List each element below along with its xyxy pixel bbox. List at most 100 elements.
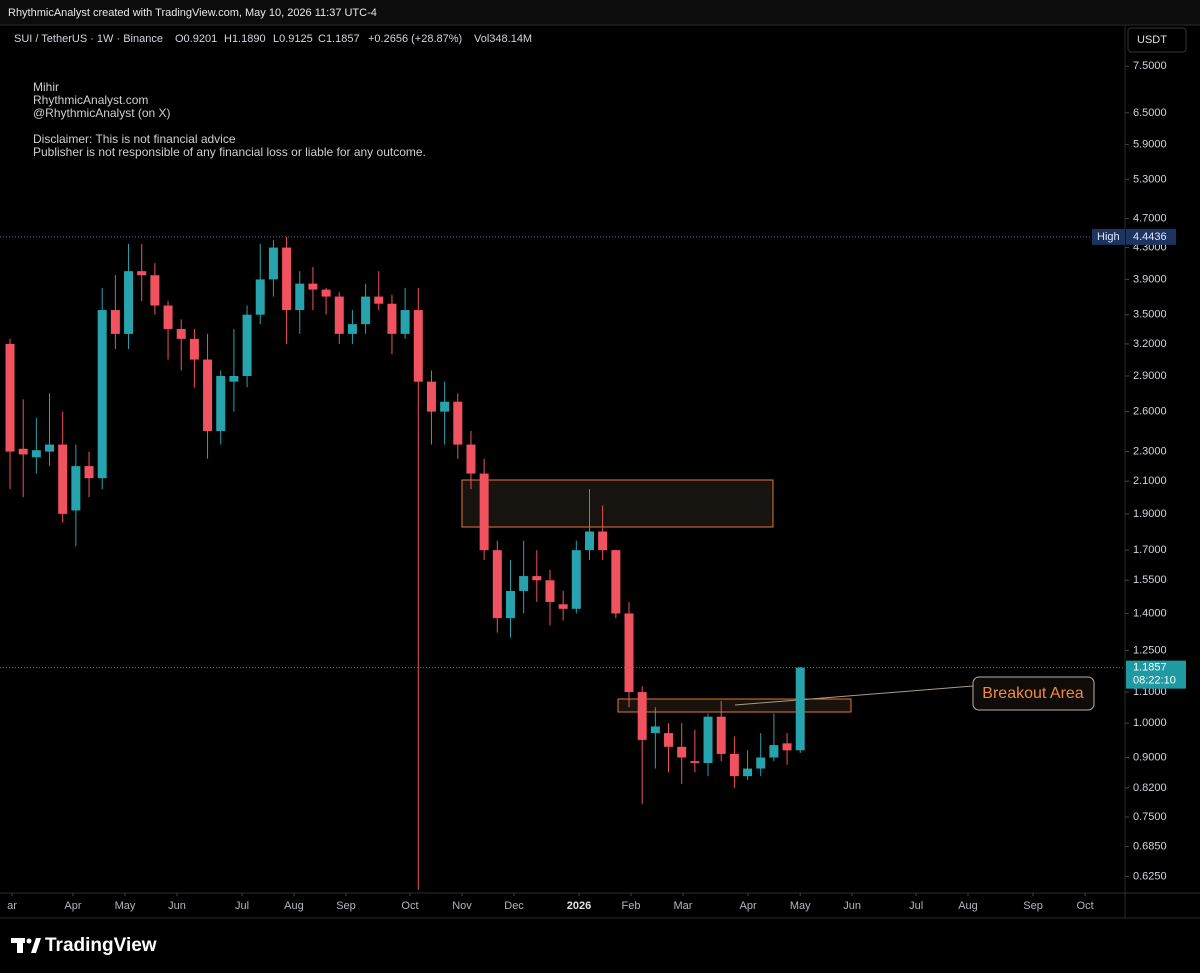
- candle-body: [426, 381, 436, 412]
- footer: [0, 919, 1200, 973]
- y-tick-label: 1.9000: [1133, 508, 1167, 520]
- y-tick-label: 1.2500: [1133, 644, 1167, 656]
- candle-body: [163, 305, 173, 329]
- y-tick-label: 2.9000: [1133, 370, 1167, 382]
- y-tick-label: 2.1000: [1133, 475, 1167, 487]
- candle-body: [308, 283, 318, 290]
- ohlc-high: H1.1890: [224, 33, 266, 45]
- candle-body: [31, 450, 41, 458]
- candle-body: [110, 310, 120, 334]
- high-value: 4.4436: [1133, 231, 1167, 243]
- ohlc-open: O0.9201: [175, 33, 217, 45]
- candle-body: [229, 376, 239, 382]
- candle-body: [519, 576, 529, 591]
- y-tick-label: 5.3000: [1133, 173, 1167, 185]
- x-tick-label: ar: [7, 900, 17, 912]
- candle-body: [624, 613, 634, 693]
- candle-body: [137, 271, 147, 276]
- watermark-line: Mihir: [33, 80, 59, 94]
- candle-body: [321, 289, 331, 297]
- supply-zone: [461, 479, 774, 528]
- y-tick-label: 0.7500: [1133, 811, 1167, 823]
- y-tick-label: 2.3000: [1133, 445, 1167, 457]
- y-tick-label: 4.7000: [1133, 212, 1167, 224]
- volume: Vol348.14M: [474, 33, 532, 45]
- candle-body: [598, 531, 608, 551]
- y-tick-label: 1.7000: [1133, 544, 1167, 556]
- candle-body: [242, 314, 252, 377]
- x-tick-label: Oct: [1077, 900, 1094, 912]
- y-tick-label: 6.5000: [1133, 107, 1167, 119]
- candle-body: [479, 473, 489, 551]
- candle-body: [189, 338, 199, 360]
- x-tick-label: Aug: [284, 900, 304, 912]
- candle-body: [558, 604, 568, 609]
- high-label: High: [1097, 231, 1120, 243]
- top-bar: [0, 0, 1200, 25]
- x-tick-label: Apr: [64, 900, 81, 912]
- candle-body: [58, 444, 68, 514]
- candle-body: [650, 726, 660, 734]
- brand: TradingView: [45, 935, 157, 956]
- brand-logo: [11, 938, 41, 953]
- logo-part: [17, 938, 23, 953]
- x-tick-label: Jul: [909, 900, 923, 912]
- x-tick-label: Jun: [168, 900, 186, 912]
- ohlc-close: C1.1857: [318, 33, 360, 45]
- candle-body: [782, 743, 792, 751]
- currency-box[interactable]: [1127, 27, 1187, 53]
- candle-body: [268, 247, 278, 280]
- candle-body: [176, 328, 186, 339]
- symbol: SUI / TetherUS · 1W · Binance: [14, 33, 163, 45]
- logo-part: [31, 938, 41, 953]
- plot: [5, 236, 805, 890]
- candle-body: [400, 310, 410, 334]
- candle-body: [71, 466, 81, 511]
- candle-body: [203, 359, 213, 431]
- x-tick-label: 2026: [567, 900, 591, 912]
- candle-body: [5, 343, 15, 452]
- watermark-line: @RhythmicAnalyst (on X): [33, 106, 171, 120]
- y-tick-label: 7.5000: [1133, 60, 1167, 72]
- candle-body: [729, 753, 739, 777]
- candle-body: [387, 303, 397, 334]
- currency[interactable]: USDT: [1137, 34, 1167, 46]
- callout-text: Breakout Area: [982, 685, 1084, 702]
- candle-body: [743, 768, 753, 777]
- y-tick-label: 1.4000: [1133, 607, 1167, 619]
- countdown: 08:22:10: [1133, 675, 1176, 687]
- candle-body: [124, 271, 134, 334]
- candle-body: [216, 376, 226, 431]
- candle-body: [440, 401, 450, 412]
- candle-body: [584, 531, 594, 551]
- candle-body: [703, 716, 713, 763]
- breakout-zone: [617, 698, 852, 713]
- watermark: MihirRhythmicAnalyst.com@RhythmicAnalyst…: [33, 80, 426, 159]
- candle-body: [769, 745, 779, 758]
- x-tick-label: Sep: [1023, 900, 1043, 912]
- x-tick-label: Jun: [843, 900, 861, 912]
- x-tick-label: Nov: [452, 900, 472, 912]
- candle-body: [374, 296, 384, 304]
- candle-body: [492, 550, 502, 619]
- y-tick-label: 1.5500: [1133, 574, 1167, 586]
- candle-body: [413, 310, 423, 382]
- candle-body: [84, 466, 94, 479]
- candle-body: [571, 550, 581, 609]
- y-tick-label: 0.6850: [1133, 840, 1167, 852]
- last-price: 1.1857: [1133, 662, 1167, 674]
- x-tick-label: Apr: [740, 900, 757, 912]
- watermark-line: RhythmicAnalyst.com: [33, 93, 148, 107]
- candle-body: [45, 444, 55, 452]
- candle-body: [611, 550, 621, 614]
- logo-part: [26, 938, 32, 944]
- y-tick-label: 0.9000: [1133, 751, 1167, 763]
- callout-box: [972, 676, 1095, 711]
- x-tick-label: Oct: [401, 900, 418, 912]
- candle-body: [453, 401, 463, 445]
- x-tick-label: Jul: [235, 900, 249, 912]
- candle-body: [18, 448, 28, 455]
- candle-body: [795, 667, 805, 751]
